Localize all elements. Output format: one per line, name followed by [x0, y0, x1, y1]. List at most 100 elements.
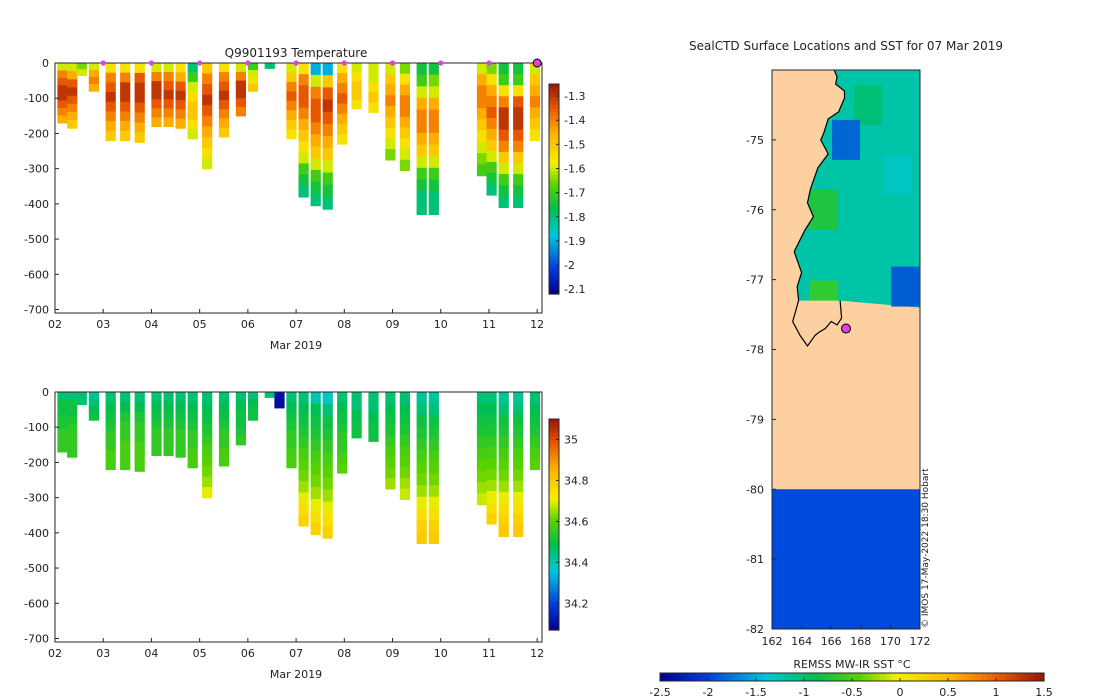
profile-29-cell-10: [498, 174, 509, 186]
profile-9-cell-5: [175, 438, 186, 449]
profile-11-cell-4: [202, 105, 213, 117]
profile-1-cell-5: [67, 103, 78, 113]
colorbar-segment: [549, 192, 559, 197]
profile-27-cell-9: [476, 164, 488, 177]
profile-26-cell-1: [428, 74, 439, 87]
profile-0-cell-0: [57, 63, 68, 72]
profile-19-cell-8: [322, 160, 333, 174]
profile-30-cell-4: [513, 107, 524, 120]
profile-17-cell-4: [286, 429, 297, 440]
colorbar-segment: [549, 601, 559, 606]
profile-24-cell-1: [399, 73, 410, 85]
profile-30-cell-10: [498, 503, 509, 515]
profile-7-cell-2: [151, 410, 162, 420]
sst-colorbar-segment: [784, 673, 791, 681]
profile-6-cell-7: [134, 461, 145, 472]
y-tick-label: -200: [24, 127, 49, 140]
colorbar-segment: [549, 290, 559, 295]
profile-1-cell-4: [67, 424, 78, 434]
profile-5-cell-0: [120, 63, 131, 74]
map-x-tick-label: 170: [880, 635, 901, 648]
profile-11-cell-0: [202, 63, 213, 75]
profile-18-cell-5: [298, 447, 309, 460]
colorbar-segment: [549, 178, 559, 183]
sst-colorbar-segment: [727, 673, 733, 681]
profile-29-cell-6: [486, 458, 497, 470]
profile-31-cell-4: [513, 436, 524, 449]
surface-marker: [293, 60, 299, 66]
sst-colorbar-segment: [828, 673, 834, 681]
profile-10-cell-4: [187, 100, 198, 111]
temperature-xlabel: Mar 2019: [270, 339, 322, 352]
colorbar-segment: [549, 563, 559, 568]
profile-6-cell-6: [134, 451, 145, 462]
profile-25-cell-2: [399, 413, 410, 425]
profile-4-cell-3: [105, 421, 116, 432]
colorbar-segment: [549, 608, 559, 613]
colorbar-tick-label: -1.4: [564, 114, 585, 127]
sst-cell: [809, 189, 838, 230]
profile-1-cell-2: [67, 79, 78, 88]
southern-sst-field: [772, 489, 920, 629]
profile-10-cell-0: [187, 392, 198, 403]
temperature-y-ticks: 0 -100 -200 -300 -400 -500 -600 -700: [24, 57, 59, 316]
colorbar-segment: [549, 164, 559, 169]
temperature-x-ticks: 02 03 04 05 06 07 08 09 10 11 12: [48, 309, 544, 331]
profile-26-cell-3: [416, 426, 427, 440]
profile-0-cell-2: [57, 78, 68, 87]
sst-colorbar-segment: [1010, 673, 1016, 681]
profile-24-cell-1: [385, 402, 396, 415]
profile-8-cell-5: [163, 437, 174, 447]
profile-20-cell-3: [337, 93, 348, 105]
colorbar-segment: [549, 436, 559, 441]
colorbar-segment: [549, 594, 559, 599]
profile-28-cell-3: [476, 425, 488, 438]
colorbar-segment: [549, 556, 559, 561]
profile-23-cell-3: [385, 95, 396, 107]
profile-20-cell-9: [322, 501, 333, 515]
profile-32-cell-0: [529, 392, 541, 404]
profile-12-cell-4: [218, 100, 230, 110]
profile-23-cell-0: [368, 392, 379, 403]
profile-30-cell-12: [513, 196, 524, 208]
profile-21-cell-0: [351, 63, 362, 73]
profile-4-cell-7: [105, 130, 116, 142]
profile-30-cell-8: [513, 151, 524, 164]
profile-19-cell-3: [322, 99, 333, 113]
sst-map-grid: [772, 70, 920, 629]
colorbar-segment: [549, 105, 559, 110]
x-tick-label: 10: [434, 647, 448, 660]
y-tick-label: -100: [24, 421, 49, 434]
profile-26-cell-0: [428, 63, 439, 76]
profile-25-cell-3: [399, 424, 410, 436]
colorbar-segment: [549, 157, 559, 162]
profile-16-cell-1: [286, 72, 297, 83]
profile-28-cell-8: [476, 482, 488, 494]
sst-colorbar-segment: [852, 673, 858, 681]
profile-31-cell-8: [513, 480, 524, 493]
profile-12-cell-2: [218, 81, 230, 92]
profile-22-cell-1: [351, 401, 362, 411]
profile-17-cell-0: [286, 392, 297, 403]
profile-4-cell-6: [105, 121, 116, 132]
profile-14-cell-0: [247, 63, 259, 71]
profile-2-cell-1: [76, 69, 87, 76]
profile-28-cell-10: [486, 173, 497, 185]
profile-20-cell-1: [337, 73, 348, 84]
profile-29-cell-3: [498, 96, 509, 108]
y-tick-label: -500: [24, 233, 49, 246]
colorbar-segment: [549, 217, 559, 222]
colorbar-segment: [549, 524, 559, 529]
profile-16-cell-6: [286, 119, 297, 130]
profile-9-cell-3: [175, 90, 186, 101]
profile-18-cell-2: [310, 86, 321, 100]
profile-10-cell-5: [187, 439, 198, 450]
profile-19-cell-0: [310, 392, 321, 405]
sst-colorbar-segment: [866, 673, 872, 681]
profile-19-cell-11: [322, 196, 333, 210]
profile-25-cell-5: [399, 445, 410, 457]
y-tick-label: -100: [24, 92, 49, 105]
profile-5-cell-2: [120, 411, 131, 422]
profile-30-cell-2: [498, 414, 509, 426]
profile-1-cell-2: [67, 408, 78, 417]
